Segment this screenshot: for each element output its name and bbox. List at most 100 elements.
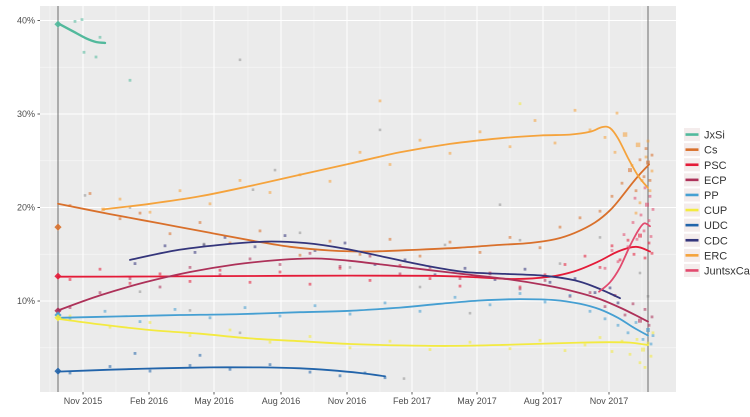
poll-point	[278, 314, 282, 318]
poll-point	[128, 78, 132, 82]
poll-point	[558, 225, 562, 229]
poll-point	[543, 273, 547, 277]
poll-point	[198, 353, 202, 357]
poll-point	[518, 285, 522, 289]
poll-point	[646, 341, 650, 345]
poll-point	[188, 266, 192, 269]
poll-point	[623, 313, 627, 317]
poll-point	[378, 128, 382, 132]
poll-point	[193, 251, 197, 254]
poll-point	[642, 175, 646, 179]
poll-point	[403, 258, 407, 262]
poll-point	[402, 377, 406, 380]
poll-point	[158, 285, 162, 289]
poll-point	[649, 342, 653, 346]
poll-point	[133, 262, 137, 265]
legend-item-JxSi: JxSi	[684, 128, 725, 142]
poll-point	[638, 361, 642, 365]
poll-point	[583, 343, 587, 347]
legend-item-JuntsxCat: JuntsxCat	[684, 263, 750, 277]
trend-line-JuntsxCat	[598, 222, 651, 293]
legend: JxSi Cs PSC ECP PP CUP UDC CDC ERC JuntsxCat	[684, 128, 750, 277]
poll-point	[553, 141, 557, 145]
poll-point	[610, 194, 614, 198]
poll-point	[641, 347, 645, 352]
x-tick-label: Nov 2016	[328, 396, 367, 406]
poll-point	[108, 365, 112, 368]
x-tick-label: Aug 2016	[262, 396, 301, 406]
poll-point	[518, 238, 522, 242]
poll-point	[348, 346, 352, 350]
poll-point	[248, 257, 252, 261]
poll-point	[573, 108, 577, 112]
poll-point	[251, 188, 255, 191]
poll-point	[338, 374, 342, 378]
poll-point	[208, 202, 212, 206]
poll-point	[651, 331, 655, 335]
poll-point	[73, 20, 77, 23]
poll-point	[218, 273, 222, 277]
poll-point	[168, 232, 172, 236]
trend-line-ECP	[57, 257, 649, 323]
poll-point	[268, 340, 272, 344]
poll-point	[138, 211, 142, 215]
poll-point	[588, 291, 592, 294]
poll-point	[638, 158, 642, 162]
legend-label: JxSi	[704, 130, 725, 142]
poll-point	[563, 349, 567, 352]
poll-point	[616, 323, 620, 327]
trend-line-PP	[57, 298, 649, 337]
poll-point	[313, 304, 317, 308]
poll-point	[583, 254, 587, 258]
poll-point	[598, 336, 602, 339]
poll-point	[626, 245, 630, 249]
poll-point	[638, 201, 642, 205]
poll-point	[83, 194, 87, 197]
poll-point	[338, 266, 342, 270]
poll-point	[443, 243, 447, 247]
poll-point	[388, 339, 392, 343]
poll-point	[328, 179, 332, 183]
poll-point	[108, 325, 112, 329]
poll-point	[508, 347, 512, 351]
legend-label: UDC	[704, 220, 728, 232]
legend-label: ERC	[704, 250, 727, 262]
poll-point	[268, 191, 272, 194]
poll-point	[383, 301, 387, 305]
x-tick-label: Feb 2016	[130, 396, 168, 406]
poll-point	[631, 302, 635, 306]
poll-point	[634, 189, 638, 193]
poll-point	[498, 203, 502, 206]
poll-point	[642, 229, 646, 233]
poll-point	[243, 306, 247, 309]
poll-point	[118, 197, 122, 201]
result-diamond-PSC	[54, 272, 62, 280]
poll-point	[383, 376, 387, 380]
poll-point	[468, 311, 472, 315]
legend-item-UDC: UDC	[684, 218, 728, 232]
poll-point	[634, 321, 638, 324]
poll-point	[138, 290, 142, 293]
poll-point	[188, 280, 192, 283]
poll-point	[178, 189, 182, 193]
poll-point	[588, 309, 592, 313]
poll-point	[641, 338, 645, 341]
poll-point	[188, 364, 192, 367]
poll-point	[148, 369, 152, 373]
poll-point	[82, 50, 86, 54]
poll-point	[613, 150, 617, 154]
poll-point	[80, 18, 84, 21]
trend-line-ERC	[102, 125, 649, 211]
poll-point	[133, 352, 137, 355]
poll-point	[578, 216, 582, 220]
y-tick-label: 10%	[17, 296, 35, 306]
poll-point	[458, 284, 462, 288]
poll-point	[298, 253, 302, 257]
legend-item-PP: PP	[684, 188, 719, 202]
poll-point	[228, 241, 232, 245]
poll-point	[638, 233, 642, 238]
poll-point	[128, 277, 132, 280]
poll-point	[338, 265, 342, 268]
poll-point	[563, 263, 567, 266]
